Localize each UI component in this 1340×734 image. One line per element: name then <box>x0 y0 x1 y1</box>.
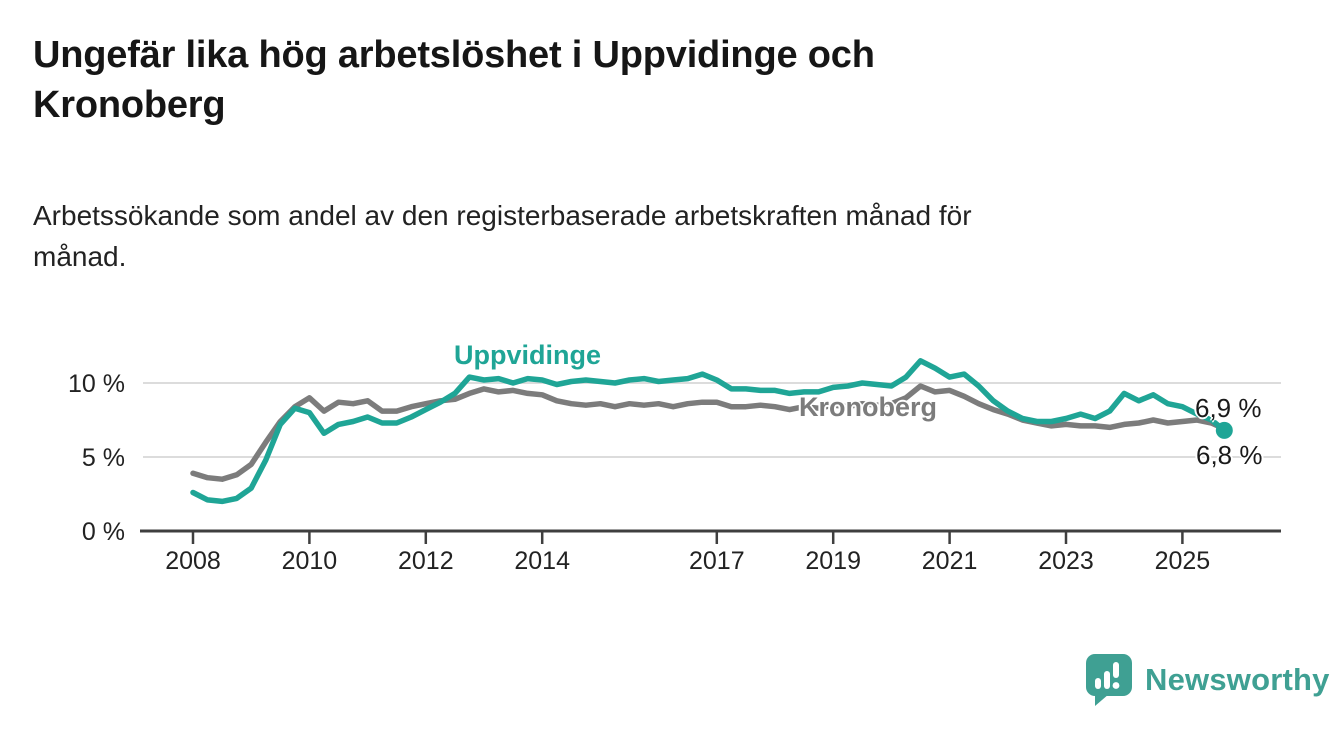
x-axis-tick-label: 2014 <box>514 547 570 575</box>
x-axis-tick-label: 2012 <box>398 547 454 575</box>
x-axis-tick-label: 2010 <box>282 547 338 575</box>
y-axis-tick-label: 0 % <box>82 518 125 546</box>
newsworthy-wordmark: Newsworthy <box>1145 662 1330 697</box>
series-label-kronoberg: Kronoberg <box>799 392 937 422</box>
y-axis-tick-label: 5 % <box>82 444 125 472</box>
x-axis-tick-label: 2021 <box>922 547 978 575</box>
end-dot-uppvidinge <box>1215 421 1233 439</box>
x-axis-tick-label: 2019 <box>805 547 861 575</box>
newsworthy-chart-bubble-icon <box>1086 654 1132 706</box>
x-axis-tick-label: 2017 <box>689 547 745 575</box>
series-label-uppvidinge: Uppvidinge <box>454 340 601 370</box>
series-line-kronoberg <box>190 383 1228 482</box>
end-value-kronoberg: 6,9 % <box>1195 393 1262 423</box>
x-axis-tick-label: 2023 <box>1038 547 1094 575</box>
x-axis-tick-label: 2008 <box>165 547 221 575</box>
y-axis-tick-label: 10 % <box>68 370 125 398</box>
chart-subtitle: Arbetssökande som andel av den registerb… <box>33 200 972 272</box>
newsworthy-logo: Newsworthy <box>1085 654 1330 706</box>
chart-title: Ungefär lika hög arbetslöshet i Uppvidin… <box>33 34 875 127</box>
series-line-uppvidinge <box>190 358 1228 505</box>
end-value-uppvidinge: 6,8 % <box>1196 440 1263 470</box>
x-axis-tick-label: 2025 <box>1155 547 1211 575</box>
